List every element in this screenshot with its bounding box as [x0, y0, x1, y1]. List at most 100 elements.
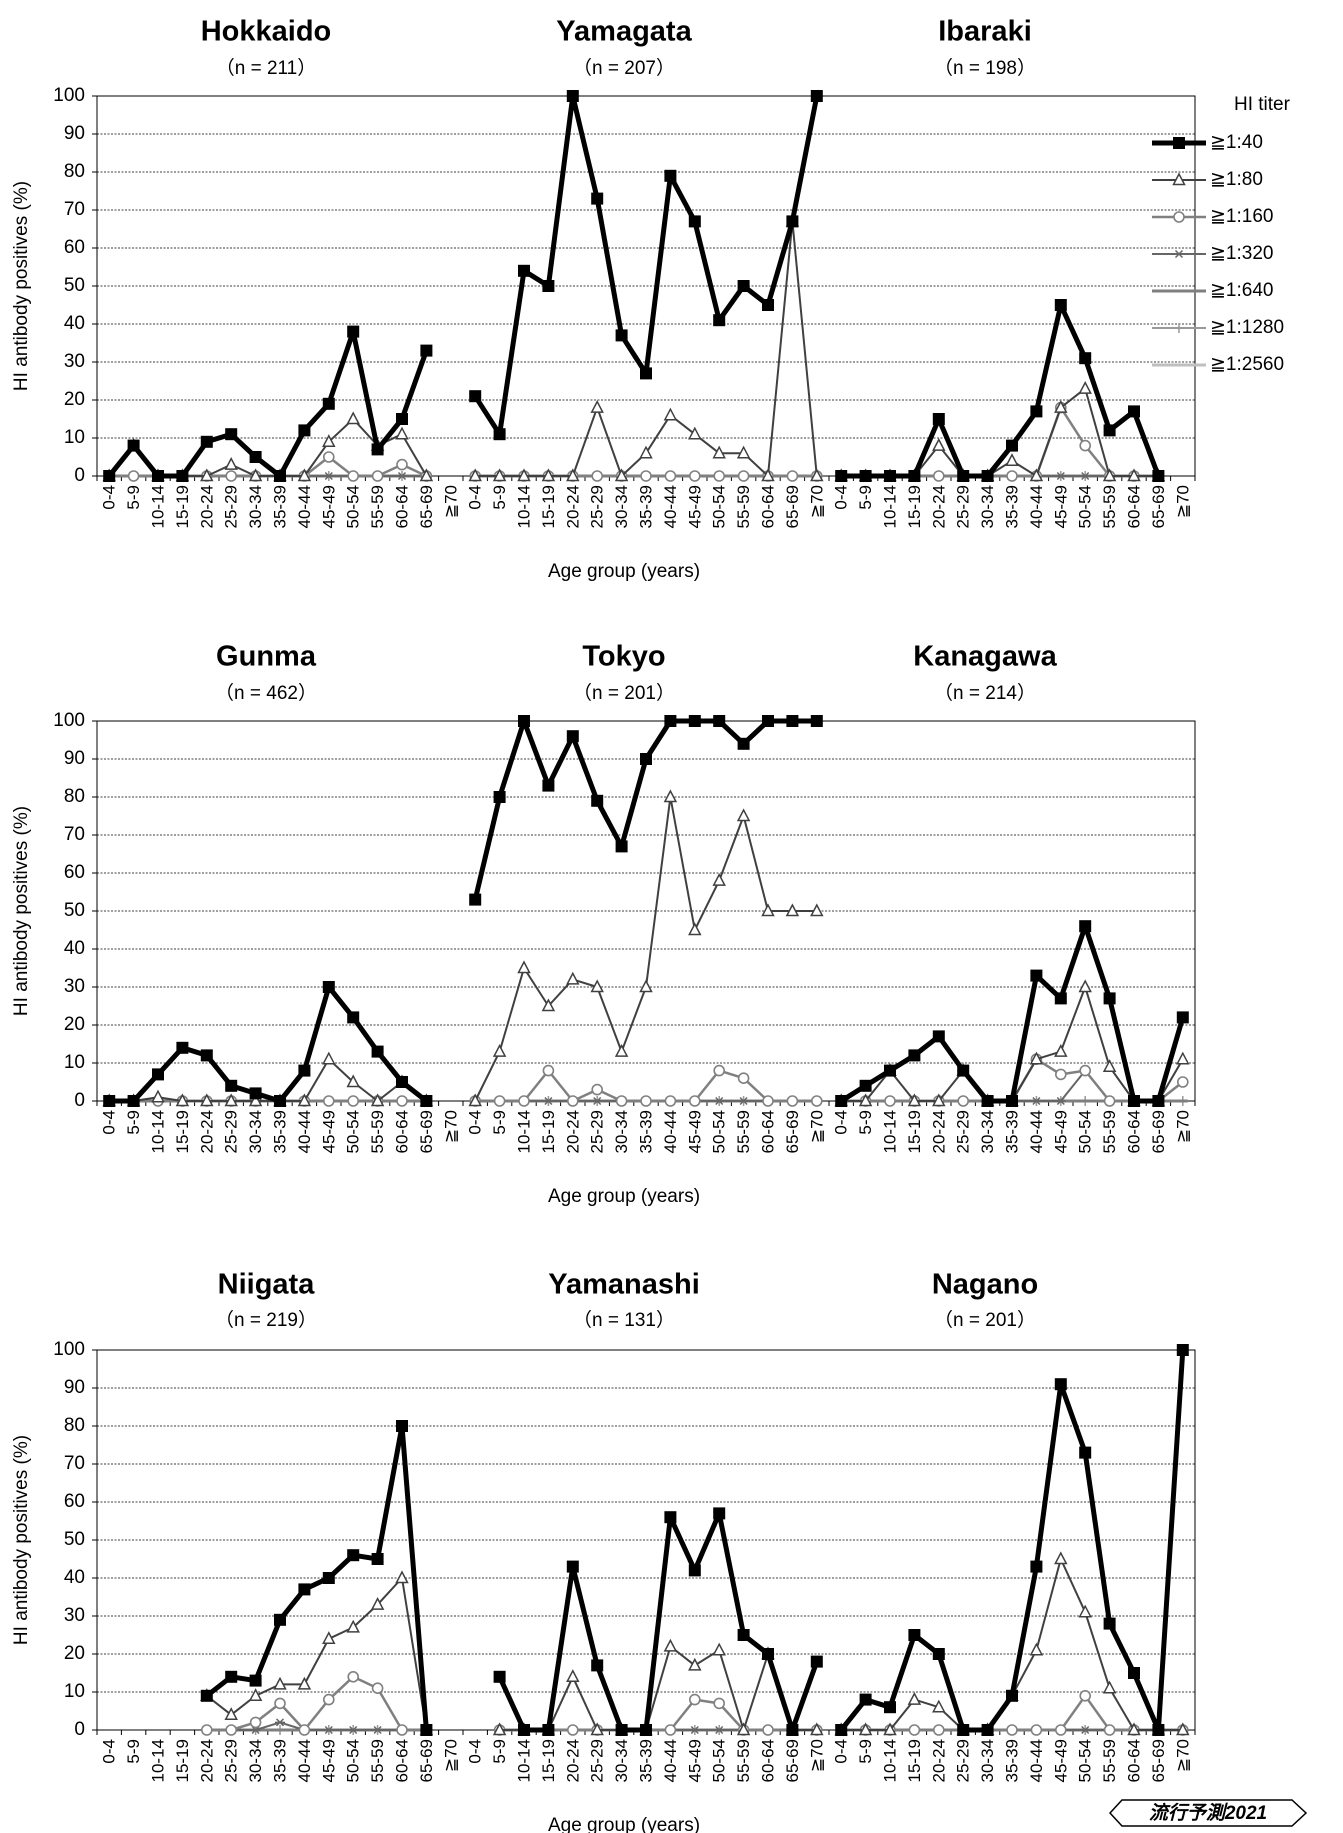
- data-point: [541, 468, 556, 482]
- data-point: [225, 1079, 238, 1092]
- x-axis-label: Age group (years): [548, 1186, 700, 1207]
- data-point: [858, 1093, 873, 1107]
- x-tick-label: 5-9: [490, 1739, 509, 1764]
- x-tick-label: 30-34: [246, 1110, 265, 1153]
- panel-nagano: Nagano （n = 201） 0-4 5-9 10-14 15-19 20-24 25-2…: [828, 1269, 1196, 1782]
- series-2: [468, 213, 824, 482]
- data-point: [566, 1669, 580, 1683]
- data-point: [932, 437, 946, 451]
- y-tick-label: 90: [64, 123, 85, 144]
- data-point: [225, 428, 238, 441]
- panel-title: Yamanashi: [548, 1269, 700, 1301]
- panel-title: Niigata: [218, 1269, 316, 1301]
- series-2: [468, 789, 824, 1107]
- x-tick-label: 45-49: [685, 1110, 704, 1153]
- data-point: [688, 1657, 702, 1671]
- data-point: [396, 1095, 408, 1107]
- y-tick-label: 30: [64, 351, 85, 372]
- data-point: [737, 737, 750, 750]
- x-tick-label: 15-19: [905, 1739, 924, 1782]
- data-point: [518, 715, 530, 727]
- y-tick-label: 40: [64, 313, 85, 334]
- series-1: [103, 981, 433, 1107]
- data-point: [297, 468, 312, 482]
- data-point: [640, 1724, 652, 1736]
- x-tick-label: 10-14: [514, 1739, 533, 1782]
- data-point: [590, 399, 604, 413]
- panel-title: Gunma: [216, 641, 317, 673]
- data-point: [762, 1095, 774, 1107]
- data-point: [152, 1068, 164, 1081]
- panel-n-label: （n = 201）: [934, 1309, 1036, 1331]
- data-point: [713, 1064, 726, 1077]
- data-point: [1006, 1095, 1018, 1107]
- data-point: [275, 1728, 285, 1732]
- legend-item: ≧1:640: [1152, 280, 1273, 301]
- data-point: [543, 1096, 554, 1106]
- data-point: [884, 470, 896, 482]
- data-point: [372, 1725, 383, 1735]
- x-tick-label: 15-19: [905, 1110, 924, 1153]
- x-tick-label: 60-64: [758, 1110, 777, 1153]
- data-point: [225, 1670, 238, 1683]
- panel-title: Kanagawa: [913, 641, 1057, 673]
- data-point: [762, 299, 774, 311]
- data-point: [322, 981, 335, 993]
- x-tick-label: 5-9: [856, 1739, 875, 1764]
- data-point: [932, 470, 945, 482]
- data-point: [225, 1724, 237, 1736]
- data-point: [1079, 920, 1092, 933]
- data-point: [1176, 1011, 1189, 1024]
- data-point: [200, 435, 213, 448]
- x-tick-label: 40-44: [661, 485, 680, 528]
- data-point: [322, 1631, 336, 1645]
- x-tick-label: 10-14: [880, 485, 899, 528]
- x-tick-label: 15-19: [539, 1110, 558, 1153]
- data-point: [712, 872, 726, 886]
- x-tick-label: ≧70: [807, 1110, 826, 1143]
- x-tick-label: 55-59: [734, 1110, 753, 1153]
- panel-title: Ibaraki: [938, 16, 1032, 48]
- data-point: [1172, 172, 1186, 186]
- x-tick-label: 15-19: [173, 1110, 192, 1153]
- data-point: [1031, 1096, 1042, 1106]
- panel-title: Tokyo: [582, 641, 665, 673]
- series-line: [841, 406, 1159, 478]
- data-point: [1054, 299, 1067, 311]
- data-point: [932, 413, 945, 425]
- series-1: [200, 1420, 433, 1736]
- y-tick-label: 30: [64, 976, 85, 997]
- data-point: [1152, 1095, 1165, 1107]
- data-point: [736, 1722, 751, 1736]
- data-point: [1030, 1560, 1043, 1573]
- x-tick-label: 0-4: [832, 1739, 851, 1764]
- data-point: [322, 397, 335, 410]
- x-tick-label: 30-34: [246, 1739, 265, 1782]
- data-point: [713, 1507, 726, 1520]
- data-point: [249, 451, 262, 463]
- data-point: [713, 314, 726, 327]
- x-tick-label: 55-59: [1100, 485, 1119, 528]
- data-point: [932, 1093, 946, 1107]
- x-tick-label: 50-54: [710, 1739, 729, 1782]
- data-point: [492, 1722, 507, 1736]
- data-point: [664, 470, 677, 482]
- data-point: [737, 1072, 750, 1084]
- panel-n-label: （n = 207）: [573, 57, 675, 79]
- data-point: [761, 903, 775, 917]
- x-tick-label: 50-54: [1076, 1110, 1095, 1153]
- legend-label: ≧1:320: [1210, 243, 1273, 264]
- data-point: [883, 1722, 897, 1736]
- x-tick-label: 40-44: [1027, 485, 1046, 528]
- x-tick-label: 60-64: [392, 485, 411, 528]
- data-point: [566, 1724, 579, 1736]
- data-point: [298, 1724, 311, 1736]
- legend-item: ≧1:160: [1152, 206, 1273, 227]
- data-point: [1103, 424, 1116, 437]
- data-point: [591, 1083, 604, 1096]
- data-point: [1006, 470, 1018, 482]
- x-tick-label: 65-69: [1149, 1110, 1168, 1153]
- data-point: [1029, 1642, 1044, 1656]
- data-point: [907, 1093, 922, 1107]
